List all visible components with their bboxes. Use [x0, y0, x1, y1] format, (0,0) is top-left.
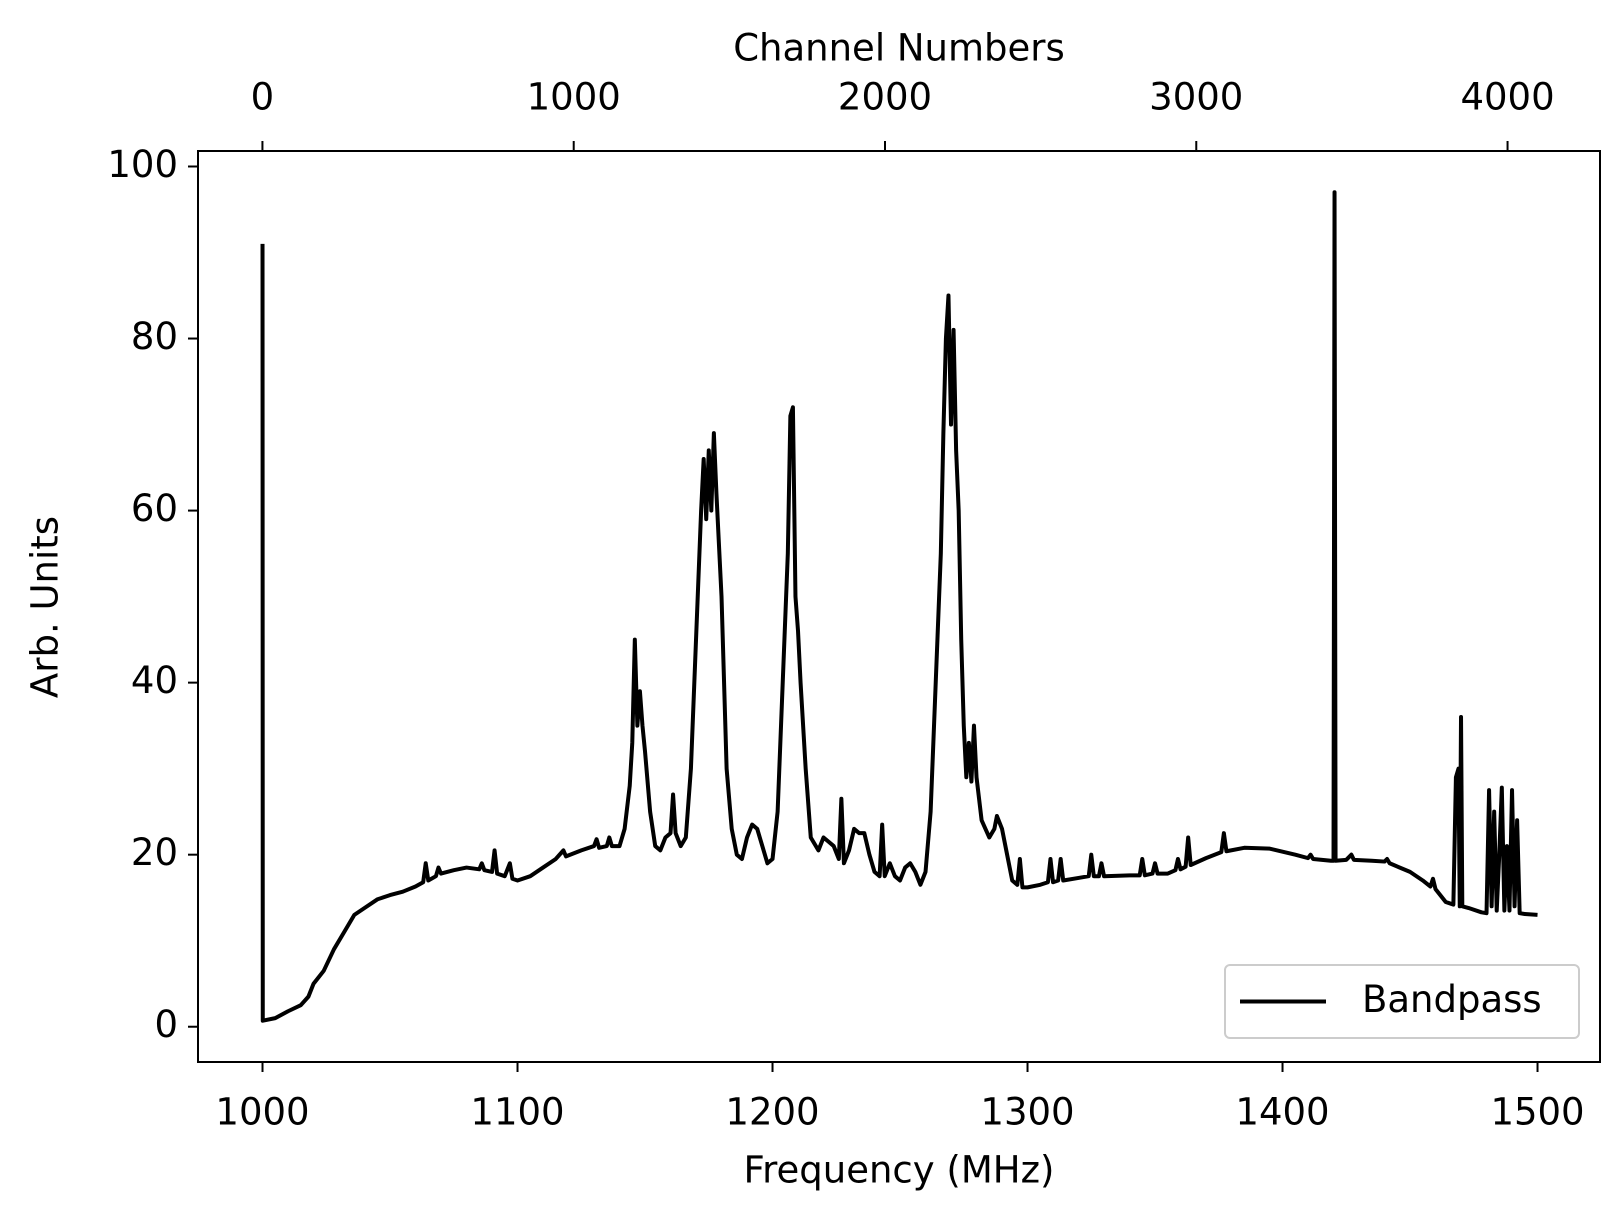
- x-tick-label: 1000: [215, 1091, 309, 1134]
- x-tick-label: 1500: [1490, 1091, 1584, 1134]
- y-tick-label: 0: [154, 1003, 178, 1046]
- x2-tick-label: 3000: [1149, 76, 1243, 119]
- x-tick-label: 1200: [725, 1091, 819, 1134]
- x2-axis-title: Channel Numbers: [733, 27, 1065, 70]
- x-tick-label: 1400: [1235, 1091, 1329, 1134]
- x2-tick-label: 4000: [1460, 76, 1554, 119]
- x2-tick-label: 0: [251, 76, 275, 119]
- y-tick-label: 80: [131, 315, 178, 358]
- y-tick-label: 60: [131, 487, 178, 530]
- legend-label: Bandpass: [1362, 978, 1542, 1021]
- legend-box: [1224, 964, 1580, 1039]
- x-tick-label: 1100: [470, 1091, 564, 1134]
- y-tick-label: 100: [107, 143, 178, 186]
- x2-tick-label: 1000: [527, 76, 621, 119]
- y-tick-label: 40: [131, 659, 178, 702]
- x2-tick-label: 2000: [838, 76, 932, 119]
- x-tick-label: 1300: [980, 1091, 1074, 1134]
- data-line: [260, 190, 1538, 1023]
- plot-frame: [197, 150, 1601, 1063]
- y-tick-label: 20: [131, 831, 178, 874]
- x-axis-title: Frequency (MHz): [744, 1149, 1055, 1192]
- y-axis-title: Arb. Units: [24, 516, 67, 698]
